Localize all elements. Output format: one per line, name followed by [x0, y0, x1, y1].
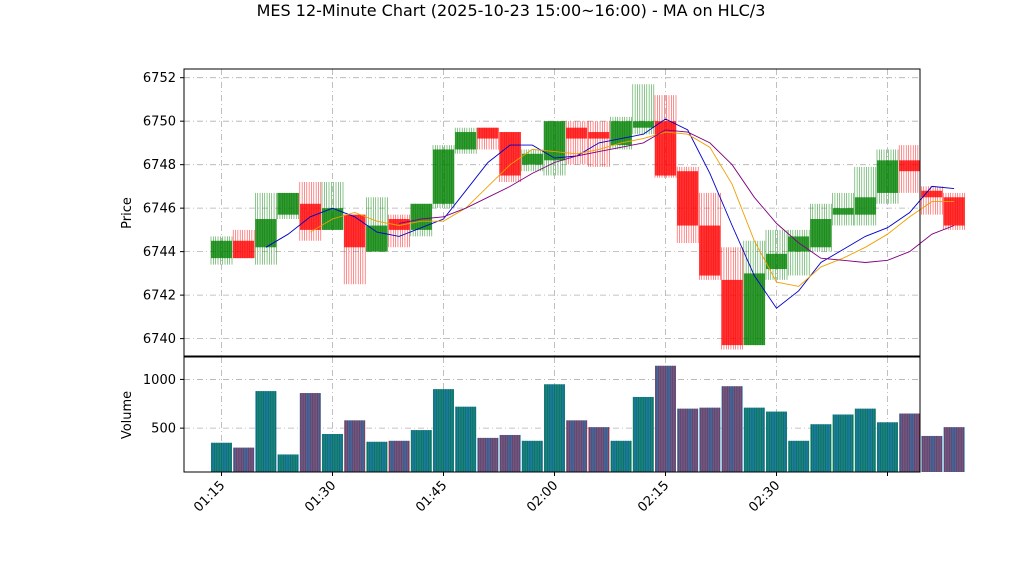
volume-bar: [477, 437, 499, 472]
time-tick-label: 02:30: [746, 478, 783, 515]
candle-up: [521, 149, 544, 172]
candle-down: [499, 132, 521, 183]
volume-bar: [455, 406, 477, 472]
volume-bar: [322, 433, 343, 472]
price-tick-label: 6748: [143, 158, 176, 173]
volume-bar: [854, 408, 876, 472]
price-axis: 6740 6742 6744 6746 6748 6750 6752: [143, 71, 184, 347]
time-tick-label: 01:30: [302, 478, 339, 515]
volume-bar: [766, 411, 787, 472]
volume-bar: [388, 440, 410, 472]
volume-bar: [832, 414, 854, 472]
candle-down: [943, 192, 965, 230]
volume-bar: [277, 454, 299, 472]
volume-axis: 500 1000: [143, 373, 184, 437]
volume-bar: [521, 440, 543, 472]
volume-bar: [743, 407, 765, 472]
volume-bar: [877, 422, 898, 472]
time-axis: 01:15 01:30 01:45 02:00 02:15 02:30: [191, 472, 888, 515]
candle-down: [388, 214, 410, 248]
ma-line: [265, 118, 955, 309]
candle-up: [366, 197, 388, 252]
volume-bar: [655, 365, 676, 472]
candle-up: [210, 236, 233, 265]
price-tick-label: 6752: [143, 71, 176, 86]
volume-bar: [721, 386, 743, 472]
volume-bar: [211, 442, 232, 472]
price-panel-frame: [183, 68, 921, 357]
volume-bar: [233, 447, 255, 472]
volume-bar: [699, 407, 721, 472]
volume-bar: [255, 391, 277, 472]
candle-up: [832, 192, 854, 226]
candle-down: [921, 186, 943, 215]
candle-down: [588, 121, 610, 167]
candles: [210, 84, 965, 350]
candle-up: [810, 203, 832, 252]
volume-bar: [943, 427, 965, 472]
candle-up: [765, 229, 788, 280]
ma-line: [310, 131, 955, 287]
candle-up: [454, 127, 477, 154]
price-tick-label: 6740: [143, 332, 176, 347]
candle-up: [743, 240, 766, 346]
time-tick-label: 02:00: [524, 478, 561, 515]
candle-up: [255, 192, 277, 265]
volume-bar: [588, 427, 610, 472]
candle-up: [632, 84, 655, 135]
time-tick-label: 02:15: [635, 478, 672, 515]
volume-bar: [344, 420, 366, 472]
ma-line: [399, 129, 955, 263]
volume-panel-frame: [183, 356, 921, 473]
candle-up: [277, 192, 299, 220]
time-tick-label: 01:15: [191, 478, 228, 515]
time-tick-label: 01:45: [413, 478, 450, 515]
price-tick-label: 6746: [143, 202, 176, 217]
volume-tick-label: 500: [151, 422, 176, 437]
candle-down: [676, 166, 699, 243]
candle-up: [876, 149, 899, 204]
candle-up: [543, 121, 566, 176]
candle-up: [432, 145, 455, 209]
volume-bar: [299, 393, 321, 472]
volume-bars: [211, 365, 965, 472]
volume-bar: [410, 430, 432, 472]
candle-down: [343, 214, 366, 285]
volume-bar: [677, 408, 699, 472]
candle-down: [721, 247, 743, 350]
price-tick-label: 6742: [143, 289, 176, 304]
volume-bar: [899, 413, 921, 472]
volume-bar: [433, 389, 454, 472]
candle-up: [854, 166, 877, 226]
volume-bar: [788, 440, 810, 472]
volume-bar: [810, 424, 832, 472]
candle-down: [299, 182, 322, 241]
volume-axis-label: Volume: [120, 391, 135, 439]
candle-down: [232, 229, 255, 259]
volume-bar: [499, 434, 521, 472]
volume-bar: [544, 384, 565, 472]
volume-bar: [566, 420, 588, 472]
price-tick-label: 6750: [143, 115, 176, 130]
volume-tick-label: 1000: [143, 373, 176, 388]
volume-bar: [610, 440, 632, 472]
volume-bar: [921, 435, 943, 472]
chart-title: MES 12-Minute Chart (2025-10-23 15:00~16…: [257, 1, 766, 20]
candle-down: [477, 127, 499, 150]
price-tick-label: 6744: [143, 245, 176, 260]
candle-down: [699, 192, 721, 280]
candle-up: [610, 116, 632, 150]
volume-bar: [366, 441, 388, 472]
candle-down: [654, 95, 677, 178]
volume-bar: [632, 396, 654, 472]
price-axis-label: Price: [120, 197, 135, 229]
moving-averages: [265, 118, 955, 309]
candle-down: [898, 145, 921, 193]
